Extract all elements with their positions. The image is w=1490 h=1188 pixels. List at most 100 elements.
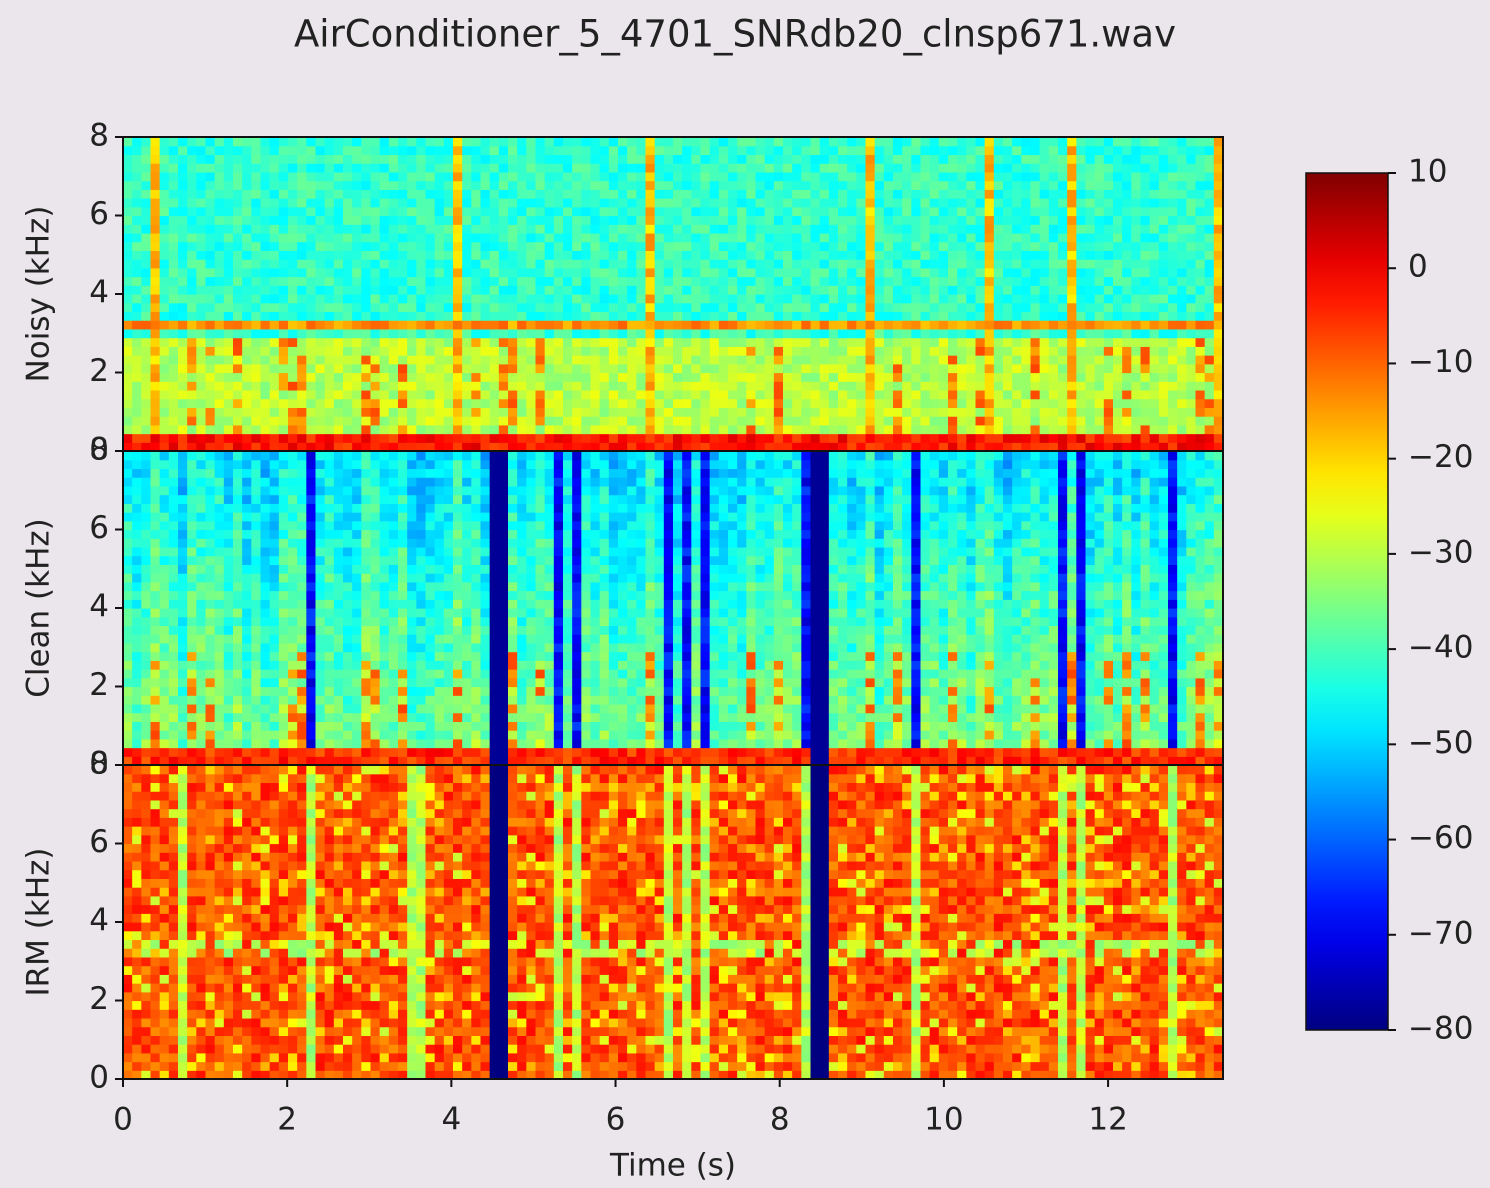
spectrogram-cell [508, 242, 518, 251]
spectrogram-cell [719, 154, 729, 163]
spectrogram-cell [627, 311, 637, 320]
spectrogram-cell [1205, 137, 1215, 146]
spectrogram-cell [829, 434, 839, 443]
spectrogram-cell [481, 425, 491, 434]
spectrogram-cell [911, 242, 921, 251]
spectrogram-cell [600, 329, 610, 338]
spectrogram-cell [820, 216, 830, 225]
spectrogram-cell [187, 329, 197, 338]
spectrogram-cell [251, 407, 261, 416]
spectrogram-cell [123, 390, 133, 399]
spectrogram-cell [426, 207, 436, 216]
spectrogram-cell [261, 189, 271, 198]
spectrogram-cell [215, 468, 225, 477]
spectrogram-cell [270, 687, 280, 696]
spectrogram-cell [728, 250, 738, 259]
spectrogram-cell [279, 538, 289, 547]
spectrogram-cell [728, 216, 738, 225]
spectrogram-cell [251, 277, 261, 286]
spectrogram-cell [196, 259, 206, 268]
spectrogram-cell [930, 198, 940, 207]
spectrogram-cell [1168, 311, 1178, 320]
spectrogram-cell [591, 303, 601, 312]
spectrogram-cell [481, 346, 491, 355]
spectrogram-cell [737, 320, 747, 329]
spectrogram-cell [178, 259, 188, 268]
spectrogram-cell [737, 268, 747, 277]
spectrogram-cell [306, 233, 316, 242]
spectrogram-cell [600, 137, 610, 146]
spectrogram-cell [1067, 233, 1077, 242]
spectrogram-cell [508, 425, 518, 434]
spectrogram-cell [517, 146, 527, 155]
spectrogram-cell [646, 189, 656, 198]
spectrogram-cell [361, 425, 371, 434]
spectrogram-cell [160, 364, 170, 373]
spectrogram-cell [719, 329, 729, 338]
spectrogram-cell [664, 390, 674, 399]
spectrogram-cell [251, 268, 261, 277]
spectrogram-cell [453, 311, 463, 320]
spectrogram-cell [1012, 146, 1022, 155]
spectrogram-cell [132, 687, 142, 696]
spectrogram-cell [334, 146, 344, 155]
spectrogram-cell [224, 634, 234, 643]
spectrogram-cell [206, 730, 216, 739]
spectrogram-cell [957, 163, 967, 172]
spectrogram-cell [838, 268, 848, 277]
spectrogram-cell [875, 320, 885, 329]
spectrogram-cell [132, 669, 142, 678]
spectrogram-cell [270, 573, 280, 582]
spectrogram-cell [1168, 381, 1178, 390]
spectrogram-cell [453, 407, 463, 416]
spectrogram-cell [976, 137, 986, 146]
spectrogram-cell [545, 242, 555, 251]
spectrogram-cell [636, 146, 646, 155]
spectrogram-cell [581, 277, 591, 286]
spectrogram-cell [132, 660, 142, 669]
spectrogram-cell [471, 294, 481, 303]
spectrogram-cell [1049, 329, 1059, 338]
spectrogram-cell [1168, 320, 1178, 329]
spectrogram-cell [985, 364, 995, 373]
spectrogram-cell [1095, 224, 1105, 233]
spectrogram-cell [196, 346, 206, 355]
spectrogram-cell [435, 242, 445, 251]
spectrogram-cell [517, 390, 527, 399]
spectrogram-cell [1021, 425, 1031, 434]
spectrogram-cell [627, 294, 637, 303]
spectrogram-cell [526, 346, 536, 355]
spectrogram-cell [151, 643, 161, 652]
spectrogram-cell [884, 224, 894, 233]
spectrogram-cell [462, 338, 472, 347]
spectrogram-cell [939, 189, 949, 198]
spectrogram-cell [1021, 416, 1031, 425]
spectrogram-cell [517, 373, 527, 382]
spectrogram-cell [169, 739, 179, 748]
spectrogram-cell [536, 303, 546, 312]
spectrogram-cell [178, 294, 188, 303]
spectrogram-cell [517, 277, 527, 286]
spectrogram-cell [462, 373, 472, 382]
spectrogram-cell [957, 311, 967, 320]
spectrogram-cell [774, 364, 784, 373]
spectrogram-cell [811, 311, 821, 320]
spectrogram-cell [206, 154, 216, 163]
spectrogram-cell [627, 338, 637, 347]
spectrogram-cell [847, 285, 857, 294]
spectrogram-cell [215, 669, 225, 678]
spectrogram-cell [655, 259, 665, 268]
spectrogram-cell [160, 154, 170, 163]
spectrogram-cell [334, 434, 344, 443]
spectrogram-cell [444, 346, 454, 355]
spectrogram-cell [206, 643, 216, 652]
spectrogram-cell [242, 294, 252, 303]
spectrogram-cell [215, 748, 225, 757]
spectrogram-cell [288, 669, 298, 678]
spectrogram-cell [985, 224, 995, 233]
spectrogram-cell [1012, 294, 1022, 303]
spectrogram-cell [664, 434, 674, 443]
spectrogram-cell [206, 556, 216, 565]
spectrogram-cell [829, 189, 839, 198]
spectrogram-cell [1196, 303, 1206, 312]
